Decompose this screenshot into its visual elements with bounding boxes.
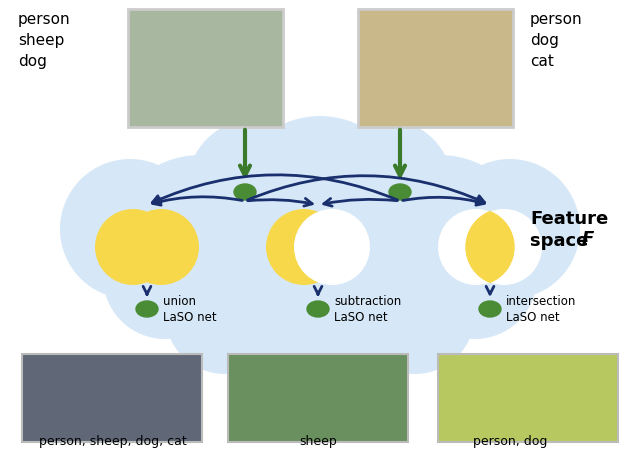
Wedge shape — [466, 212, 504, 283]
Circle shape — [103, 216, 227, 339]
Bar — [358, 10, 513, 128]
Wedge shape — [476, 212, 514, 283]
Circle shape — [440, 160, 580, 299]
Text: subtraction
LaSO net: subtraction LaSO net — [334, 295, 401, 324]
Bar — [438, 354, 618, 442]
Ellipse shape — [136, 302, 158, 317]
Circle shape — [348, 156, 532, 339]
Ellipse shape — [479, 302, 501, 317]
Circle shape — [95, 210, 171, 285]
Text: person, sheep, dog, cat: person, sheep, dog, cat — [39, 434, 187, 447]
Text: Feature
space: Feature space — [530, 210, 608, 250]
Text: person
sheep
dog: person sheep dog — [18, 12, 70, 69]
Bar — [22, 354, 202, 442]
Text: F: F — [582, 230, 595, 247]
Circle shape — [413, 216, 537, 339]
Circle shape — [266, 210, 342, 285]
Circle shape — [438, 210, 514, 285]
Circle shape — [183, 218, 347, 381]
Circle shape — [294, 210, 370, 285]
Text: person, dog: person, dog — [473, 434, 547, 447]
Ellipse shape — [234, 185, 256, 201]
Ellipse shape — [307, 302, 329, 317]
Bar — [128, 10, 283, 128]
Circle shape — [355, 254, 475, 374]
Circle shape — [317, 120, 453, 256]
Circle shape — [466, 210, 542, 285]
Text: person
dog
cat: person dog cat — [530, 12, 582, 69]
Circle shape — [60, 160, 200, 299]
Bar — [228, 354, 408, 442]
Circle shape — [205, 150, 435, 379]
Text: intersection
LaSO net: intersection LaSO net — [506, 295, 577, 324]
Circle shape — [165, 254, 285, 374]
Text: union
LaSO net: union LaSO net — [163, 295, 216, 324]
Text: sheep: sheep — [299, 434, 337, 447]
Circle shape — [232, 117, 408, 292]
Circle shape — [242, 249, 398, 405]
Circle shape — [123, 210, 199, 285]
Circle shape — [293, 218, 457, 381]
Circle shape — [187, 120, 323, 256]
Ellipse shape — [389, 185, 411, 201]
Circle shape — [108, 156, 292, 339]
